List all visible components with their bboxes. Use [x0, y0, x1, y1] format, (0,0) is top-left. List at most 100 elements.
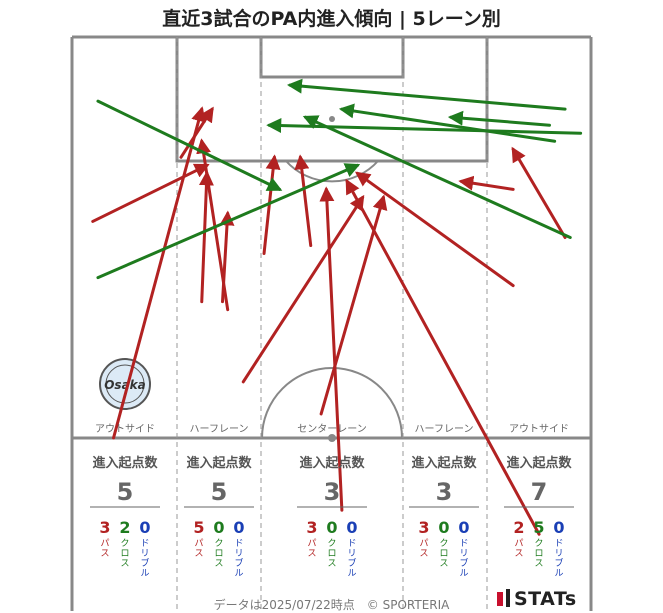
pass-arrow-0 [112, 106, 206, 440]
stat-cross-label-3-2: ス [439, 559, 448, 569]
stat-cross-label-2-0: ク [327, 538, 336, 549]
pass-arrow-7 [294, 154, 313, 248]
stat-head-4: 進入起点数 [506, 455, 572, 471]
cross-arrow-16 [96, 163, 361, 280]
stat-head-2: 進入起点数 [299, 455, 365, 471]
stat-dribble-label-2-0: ド [347, 539, 356, 549]
stat-cross-label-0-1: ロ [120, 549, 129, 559]
lane-label-4: アウトサイド [509, 423, 569, 435]
stat-dribble-label-0-0: ド [140, 539, 149, 549]
stat-cross-count-3: 0 [438, 518, 449, 537]
stat-cross-label-3-0: ク [439, 538, 448, 549]
stat-dribble-label-4-0: ド [554, 539, 563, 549]
stat-dribble-label-1-1: リ [234, 549, 243, 559]
stat-pass-label-4-0: パ [514, 538, 523, 549]
stat-dribble-label-3-2: ブ [459, 557, 468, 569]
stat-dribble-label-0-2: ブ [140, 557, 149, 569]
pass-arrow-6 [262, 154, 281, 256]
cross-arrow-19 [338, 103, 557, 143]
brand-logo: STATs [497, 588, 577, 610]
footer-note: データは2025/07/22時点 © SPORTERIA [213, 598, 450, 612]
team-logo: Osaka [99, 358, 151, 410]
stat-dribble-label-0-1: リ [140, 549, 149, 559]
stat-cross-count-4: 5 [533, 518, 544, 537]
stat-cross-label-2-1: ロ [327, 549, 336, 559]
pass-arrow-13 [458, 175, 515, 191]
stat-dribble-count-3: 0 [458, 518, 469, 537]
stat-cross-label-4-2: ス [534, 559, 543, 569]
stat-cross-label-2-2: ス [327, 559, 336, 569]
stat-total-0: 5 [117, 478, 134, 506]
lane-label-2: センターレーン [297, 423, 367, 435]
goal-area [259, 35, 405, 79]
center-circle [261, 367, 403, 439]
stat-dribble-label-2-3: ル [347, 569, 356, 579]
stat-cross-count-2: 0 [326, 518, 337, 537]
stat-dribble-label-3-0: ド [459, 539, 468, 549]
pass-arrow-12 [355, 171, 515, 288]
stat-head-3: 進入起点数 [411, 455, 477, 471]
stat-pass-label-2-0: パ [307, 538, 316, 549]
stat-dribble-label-2-2: ブ [347, 557, 356, 569]
stat-dribble-label-3-3: ル [459, 569, 468, 579]
stat-dribble-count-4: 0 [553, 518, 564, 537]
svg-text:Osaka: Osaka [104, 378, 146, 392]
stat-pass-label-0-1: ス [100, 549, 109, 559]
penalty-spot [329, 116, 335, 122]
stat-cross-count-1: 0 [213, 518, 224, 537]
stat-pass-label-3-1: ス [419, 549, 428, 559]
brand-text: STATs [514, 588, 577, 610]
stat-dribble-label-4-3: ル [554, 569, 563, 579]
stat-cross-label-1-1: ロ [214, 549, 223, 559]
lane-label-1: ハーフレーン [190, 424, 249, 435]
stat-pass-count-0: 3 [99, 518, 110, 537]
stat-cross-label-1-2: ス [214, 559, 223, 569]
lane-label-0: アウトサイド [95, 423, 155, 435]
center-spot [328, 434, 336, 442]
stat-cross-label-4-1: ロ [534, 549, 543, 559]
pass-arrow-8 [319, 186, 344, 512]
cross-arrow-18 [266, 118, 583, 135]
stat-dribble-count-2: 0 [346, 518, 357, 537]
stat-head-0: 進入起点数 [92, 455, 158, 471]
stat-head-1: 進入起点数 [186, 455, 252, 471]
brand-bar-icon [506, 589, 510, 607]
pass-arrow-9 [241, 194, 365, 384]
stat-dribble-label-4-2: ブ [554, 557, 563, 569]
stat-total-2: 3 [324, 478, 341, 506]
lane-labels: アウトサイド ハーフレーン センターレーン ハーフレーン アウトサイド [95, 423, 569, 435]
cross-arrow-17 [286, 78, 567, 111]
pass-arrow-14 [511, 146, 567, 239]
stat-cross-label-1-0: ク [214, 538, 223, 549]
stat-dribble-label-1-2: ブ [234, 557, 243, 569]
pass-arrow-11 [345, 178, 541, 536]
stat-total-1: 5 [211, 478, 228, 506]
pass-arrow-5 [219, 210, 235, 304]
stat-dribble-label-4-1: リ [554, 549, 563, 559]
stat-cross-label-4-0: ク [534, 538, 543, 549]
pass-arrow-2 [198, 170, 214, 304]
stat-total-3: 3 [436, 478, 453, 506]
stat-dribble-label-1-0: ド [234, 539, 243, 549]
stat-dribble-label-3-1: リ [459, 549, 468, 559]
stat-pass-label-0-0: パ [100, 538, 109, 549]
stat-pass-count-1: 5 [193, 518, 204, 537]
stat-cross-label-0-2: ス [120, 559, 129, 569]
lane-dividers [176, 37, 488, 611]
pass-arrow-1 [91, 163, 210, 223]
stat-cross-count-0: 2 [119, 518, 130, 537]
cross-arrow-20 [447, 110, 551, 127]
stat-pass-label-1-1: ス [194, 549, 203, 559]
stat-dribble-label-2-1: リ [347, 549, 356, 559]
pass-arrow-3 [179, 106, 214, 159]
arrow-layer [91, 78, 583, 536]
stat-pass-label-4-1: ス [514, 549, 523, 559]
stat-cross-label-0-0: ク [120, 538, 129, 549]
lane-stats: 進入起点数53パス2クロス0ドリブル進入起点数55パス0クロス0ドリブル進入起点… [90, 455, 574, 579]
pass-arrow-10 [319, 194, 388, 416]
cross-arrow-15 [96, 99, 283, 191]
stat-pass-label-2-1: ス [307, 549, 316, 559]
stat-dribble-count-1: 0 [233, 518, 244, 537]
brand-mark-icon [497, 592, 503, 606]
